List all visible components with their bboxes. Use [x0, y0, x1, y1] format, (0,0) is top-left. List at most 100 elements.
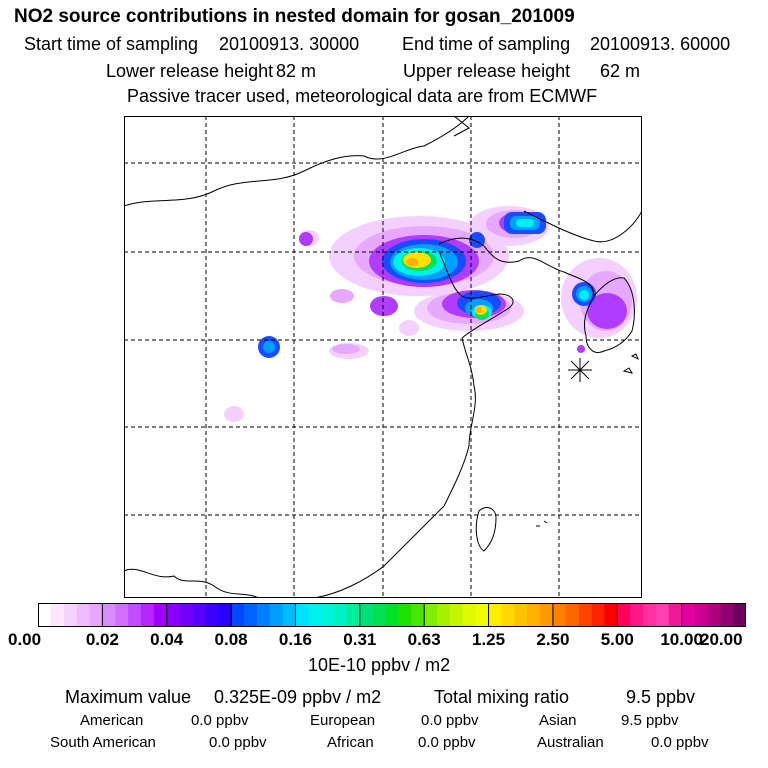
colorbar-cell	[282, 603, 296, 627]
colorbar-cell	[424, 603, 438, 627]
colorbar-cell	[372, 603, 386, 627]
max-value-label: Maximum value	[65, 687, 192, 707]
page-title: NO2 source contributions in nested domai…	[14, 6, 575, 27]
region-name: Australian	[537, 734, 604, 751]
colorbar-cell	[205, 603, 219, 627]
total-mixing-label: Total mixing ratio	[434, 687, 570, 707]
colorbar-cell	[565, 603, 580, 627]
region-name: American	[80, 712, 144, 729]
colorbar-cell	[128, 603, 142, 627]
colorbar-tick-label: 5.00	[600, 630, 634, 649]
coastline-north	[124, 116, 470, 207]
colorbar-frame	[38, 603, 746, 627]
colorbar-cell	[179, 603, 193, 627]
region-name: African	[327, 734, 374, 751]
colorbar-cell	[50, 603, 65, 627]
japan-islands	[536, 353, 639, 527]
colorbar-cell	[720, 603, 734, 627]
colorbar-cell	[231, 603, 245, 627]
colorbar-cell	[346, 603, 361, 627]
colorbar-cell	[733, 603, 746, 627]
colorbar-cell	[308, 603, 322, 627]
total-mixing-value: 9.5 ppbv	[626, 687, 696, 707]
plume-orange	[406, 258, 482, 313]
colorbar-tick-label: 0.04	[150, 630, 184, 649]
colorbar-cell	[243, 603, 258, 627]
colorbar-cell	[256, 603, 271, 627]
end-time-value: 20100913. 60000	[590, 34, 731, 54]
colorbar	[38, 603, 746, 627]
region-value: 0.0 ppbv	[651, 734, 709, 751]
colorbar-cell	[655, 603, 670, 627]
region-value: 9.5 ppbv	[621, 712, 679, 729]
colorbar-cell	[707, 603, 721, 627]
coastline-layer	[124, 116, 642, 598]
colorbar-cell	[295, 603, 309, 627]
receptor-asterisk-icon	[568, 358, 592, 382]
northeast-border	[453, 116, 470, 137]
region-value: 0.0 ppbv	[418, 734, 476, 751]
plume-layer	[224, 206, 637, 422]
southwest-border	[124, 568, 260, 598]
region-value: 0.0 ppbv	[209, 734, 267, 751]
colorbar-cell	[449, 603, 464, 627]
colorbar-cell	[398, 603, 412, 627]
colorbar-cell	[269, 603, 283, 627]
colorbar-cell	[76, 603, 90, 627]
colorbar-tick-label: 10.00	[660, 630, 703, 649]
max-value: 0.325E-09 ppbv / m2	[214, 687, 382, 707]
region-name: South American	[50, 734, 156, 751]
colorbar-cell	[668, 603, 683, 627]
colorbar-cell	[604, 603, 618, 627]
colorbar-cell	[514, 603, 528, 627]
lower-height-value: 82 m	[276, 61, 317, 81]
colorbar-tick-label: 0.63	[407, 630, 441, 649]
colorbar-cell	[591, 603, 605, 627]
graticule	[124, 116, 642, 598]
colorbar-cell	[681, 603, 695, 627]
tracer-note: Passive tracer used, meteorological data…	[127, 86, 598, 106]
map-frame	[124, 116, 642, 598]
colorbar-tick-label: 0.31	[343, 630, 377, 649]
colorbar-cell	[218, 603, 232, 627]
korea-border	[523, 210, 642, 243]
colorbar-cell	[643, 603, 657, 627]
region-name: European	[310, 712, 376, 729]
lower-height-label: Lower release height	[106, 61, 274, 81]
colorbar-cell	[630, 603, 644, 627]
colorbar-cell	[115, 603, 129, 627]
bohai-coast	[438, 237, 595, 297]
colorbar-tick-label: 0.02	[85, 630, 119, 649]
colorbar-cell	[102, 603, 116, 627]
colorbar-cell	[488, 603, 502, 627]
colorbar-cell	[140, 603, 155, 627]
colorbar-cell	[89, 603, 103, 627]
colorbar-cell	[411, 603, 425, 627]
colorbar-tick-label: 2.50	[536, 630, 570, 649]
colorbar-tick-label: 1.25	[471, 630, 506, 649]
colorbar-tick-label: 0.16	[278, 630, 312, 649]
start-time-value: 20100913. 30000	[219, 34, 360, 54]
colorbar-cell	[617, 603, 631, 627]
colorbar-cell	[527, 603, 541, 627]
colorbar-tick-label: 20.00	[700, 630, 743, 649]
region-value: 0.0 ppbv	[191, 712, 249, 729]
colorbar-cell	[540, 603, 554, 627]
colorbar-cell	[63, 603, 78, 627]
colorbar-cell	[437, 603, 451, 627]
colorbar-cell	[552, 603, 567, 627]
korea-coast	[583, 277, 635, 353]
colorbar-cell	[166, 603, 180, 627]
colorbar-cell	[501, 603, 515, 627]
colorbar-cell	[578, 603, 592, 627]
china-east-coast	[313, 337, 476, 598]
region-value: 0.0 ppbv	[421, 712, 479, 729]
upper-height-label: Upper release height	[403, 61, 571, 81]
start-time-label: Start time of sampling	[24, 34, 199, 54]
colorbar-unit: 10E-10 ppbv / m2	[308, 655, 451, 675]
colorbar-cell	[694, 603, 708, 627]
colorbar-cell	[359, 603, 374, 627]
colorbar-cell	[385, 603, 399, 627]
end-time-label: End time of sampling	[402, 34, 571, 54]
colorbar-tick-label: 0.00	[8, 630, 42, 649]
